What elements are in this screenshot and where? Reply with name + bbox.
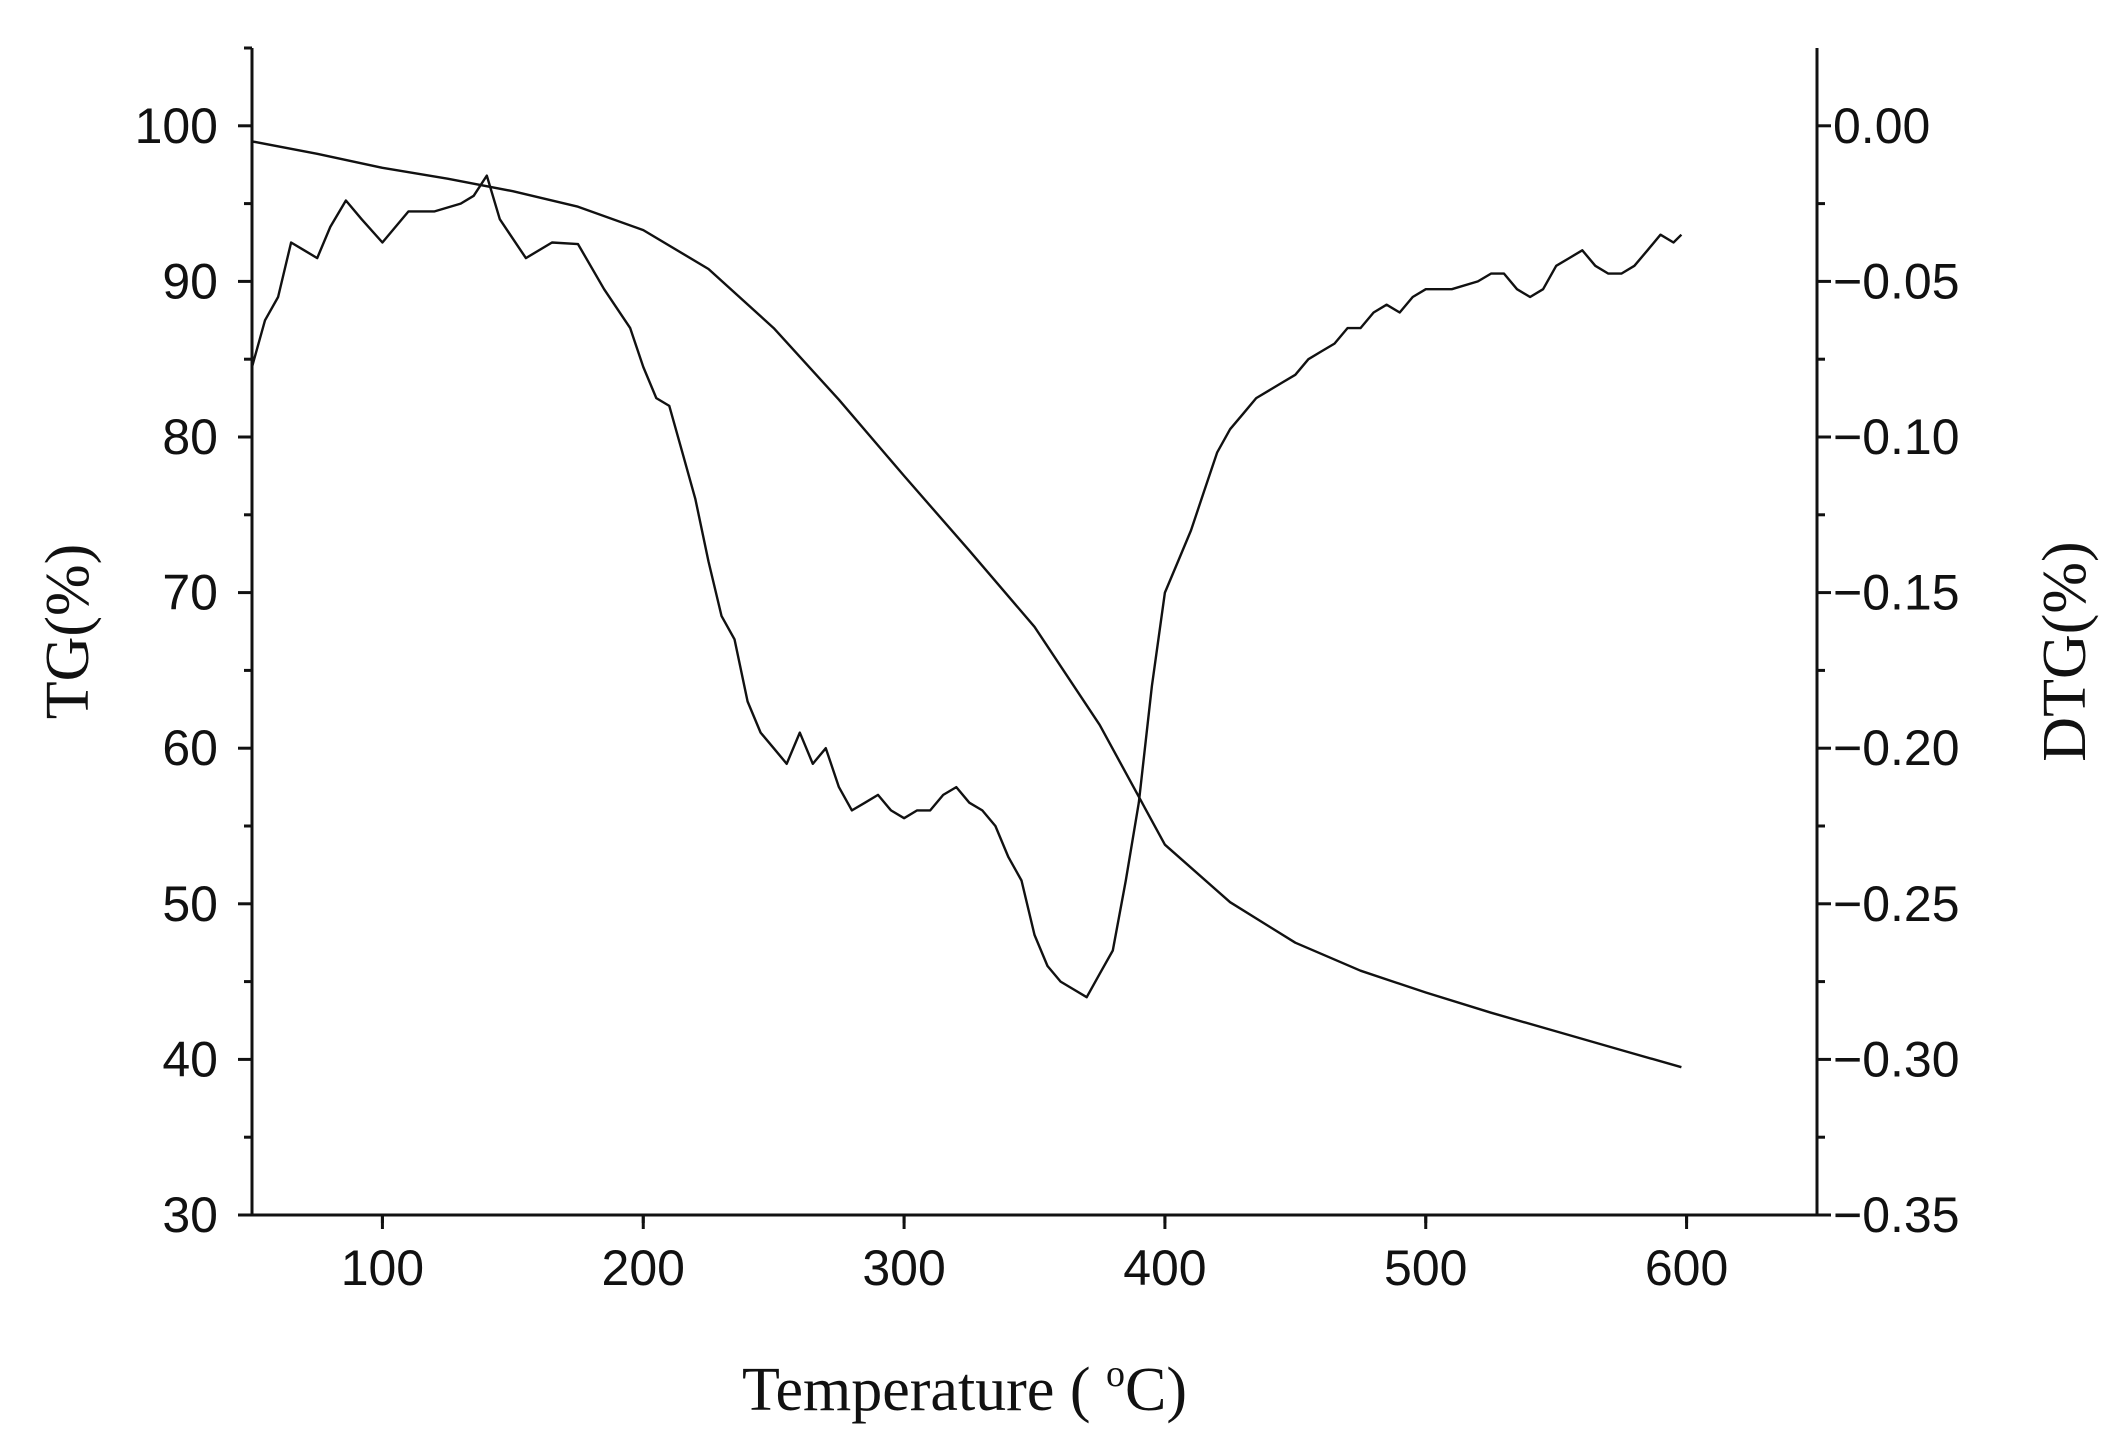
y-right-tick-label: −0.05 — [1833, 253, 1960, 309]
y-right-tick-label: −0.25 — [1833, 876, 1960, 932]
x-tick-label: 100 — [341, 1240, 424, 1296]
x-tick-label: 200 — [602, 1240, 685, 1296]
x-tick-label: 600 — [1645, 1240, 1728, 1296]
tg-curve — [251, 140, 1682, 1069]
y-left-tick-label: 90 — [162, 253, 218, 309]
x-tick-label: 400 — [1123, 1240, 1206, 1296]
curves — [250, 140, 1683, 1069]
ticks — [238, 46, 1831, 1229]
y-right-tick-label: −0.15 — [1833, 565, 1960, 621]
x-axis-title-degree: o — [1106, 1353, 1125, 1395]
axes — [250, 48, 1819, 1217]
x-axis-title-text: Temperature ( — [742, 1356, 1106, 1424]
x-axis-title: Temperature ( oC) — [742, 1353, 1187, 1424]
y-right-tick-label: −0.35 — [1833, 1187, 1960, 1243]
dtg-curve — [250, 174, 1683, 999]
y-left-tick-label: 80 — [162, 409, 218, 465]
x-tick-label: 500 — [1384, 1240, 1467, 1296]
y-left-tick-label: 30 — [162, 1187, 218, 1243]
y-axis-right-title: DTG(%) — [2031, 541, 2099, 761]
y-right-tick-label: 0.00 — [1833, 98, 1930, 154]
y-right-tick-label: −0.30 — [1833, 1031, 1960, 1087]
y-left-tick-label: 50 — [162, 876, 218, 932]
y-left-tick-label: 100 — [135, 98, 218, 154]
y-left-tick-label: 60 — [162, 720, 218, 776]
y-right-tick-label: −0.10 — [1833, 409, 1960, 465]
x-axis-title-unit: C) — [1125, 1356, 1187, 1424]
x-tick-label: 300 — [862, 1240, 945, 1296]
y-left-tick-label: 40 — [162, 1031, 218, 1087]
y-right-tick-label: −0.20 — [1833, 720, 1960, 776]
tick-labels: 100 200 300 400 500 600 30 40 50 60 70 80 90 100 −0.35… — [135, 98, 1960, 1296]
y-left-tick-label: 70 — [162, 565, 218, 621]
y-axis-left-title: TG(%) — [34, 544, 102, 720]
